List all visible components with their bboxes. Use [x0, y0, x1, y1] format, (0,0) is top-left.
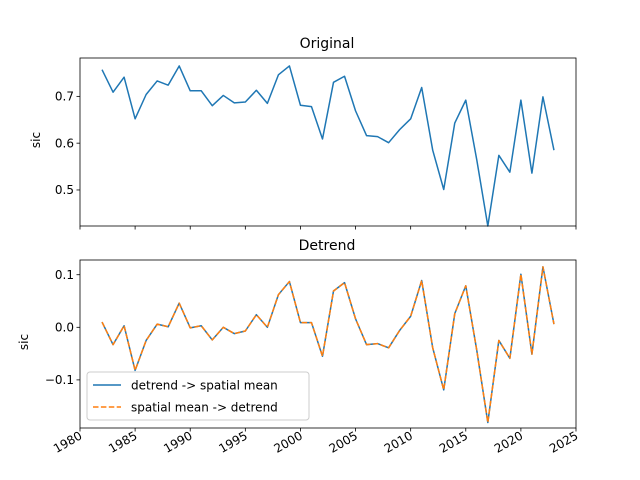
- y-ticks: 0.5 0.6 0.7: [55, 90, 80, 197]
- chart-title: Detrend: [299, 238, 356, 254]
- y-tick-label: 0.5: [55, 183, 74, 197]
- legend: detrend -> spatial mean spatial mean -> …: [86, 371, 310, 421]
- legend-box: [86, 371, 310, 421]
- chart-title: Original: [300, 36, 355, 52]
- series-line-1: [101, 266, 555, 424]
- series-group: [101, 266, 555, 424]
- y-ticks: −0.1 0.0 0.1: [45, 268, 80, 387]
- legend-label: spatial mean -> detrend: [131, 401, 278, 415]
- y-tick-label: 0.0: [55, 321, 74, 335]
- y-tick-label: 0.7: [55, 90, 74, 104]
- panel-detrend: Detrend sic −0.10.00.1 1980 1985 1990 1995 2…: [17, 238, 581, 456]
- y-tick-label: −0.1: [45, 373, 74, 387]
- axes-frame: [79, 57, 577, 227]
- series-group: [101, 65, 555, 227]
- legend-label: detrend -> spatial mean: [131, 379, 278, 393]
- y-axis-label: sic: [17, 334, 31, 350]
- x-ticks: [79, 226, 577, 230]
- series-line-0: [101, 65, 555, 227]
- y-tick-label: 0.6: [55, 136, 74, 150]
- axes-frame: [79, 259, 577, 429]
- panel-original: Original sic 0.5 0.6 0.7: [29, 36, 577, 230]
- y-axis-label: sic: [29, 132, 43, 148]
- y-tick-label: 0.1: [55, 268, 74, 282]
